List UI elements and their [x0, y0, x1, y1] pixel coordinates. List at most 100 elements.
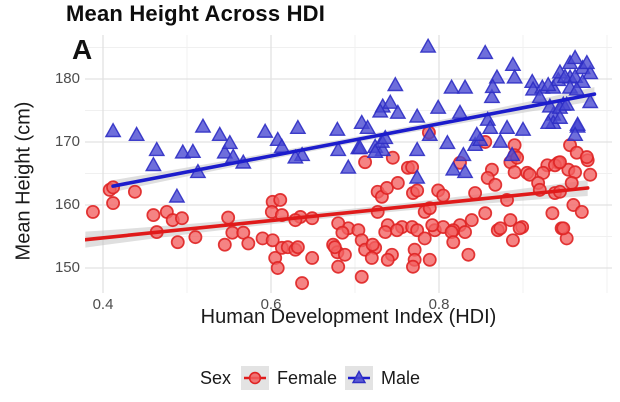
y-tick-label: 150 — [54, 259, 80, 276]
male-point — [194, 117, 212, 133]
female-point — [464, 213, 479, 228]
female-point — [461, 247, 476, 262]
male-point — [371, 102, 389, 118]
plot-panel — [85, 35, 612, 293]
male-point — [556, 68, 574, 84]
male-point — [531, 88, 549, 104]
female-point — [188, 230, 203, 245]
x-tick-label: 0.4 — [92, 296, 114, 313]
male-point — [386, 76, 404, 92]
male-point — [451, 103, 469, 119]
male-point — [539, 114, 557, 129]
male-point — [569, 115, 586, 131]
female-point — [579, 150, 594, 165]
female-point — [354, 269, 369, 284]
regression-line-female — [85, 186, 590, 242]
male-point — [444, 160, 462, 176]
male-point — [578, 54, 596, 70]
male-point — [366, 143, 384, 158]
female-point — [446, 235, 461, 250]
female-point — [505, 233, 520, 248]
male-point — [468, 126, 486, 141]
female-point — [406, 259, 420, 274]
male-point — [566, 126, 584, 141]
male-point — [359, 119, 376, 135]
male-point — [498, 119, 516, 135]
female-point — [410, 183, 425, 198]
male-point — [476, 44, 494, 60]
female-circle-icon — [243, 371, 266, 385]
female-point — [241, 236, 256, 251]
male-point — [539, 76, 557, 92]
female-point — [564, 175, 579, 190]
female-point — [273, 193, 288, 207]
female-point — [488, 177, 503, 192]
female-point — [493, 221, 508, 236]
male-point — [483, 88, 501, 104]
male-point — [439, 134, 456, 150]
male-point — [558, 95, 576, 111]
female-point — [337, 247, 352, 262]
male-point — [256, 122, 274, 138]
female-point — [522, 167, 537, 182]
male-point — [339, 158, 357, 174]
scatter-plot — [85, 35, 612, 293]
regression-line-male — [111, 92, 597, 188]
female-point — [305, 250, 320, 265]
male-point — [329, 141, 347, 157]
x-tick-label: 0.8 — [428, 296, 450, 313]
male-point — [211, 126, 229, 141]
x-axis-title: Human Development Index (HDI) — [200, 306, 497, 328]
y-axis-title: Mean Height (cm) — [12, 101, 35, 261]
male-point — [408, 141, 426, 157]
male-point — [376, 129, 394, 145]
female-point — [170, 235, 185, 250]
male-point — [289, 119, 307, 135]
male-point — [574, 73, 592, 89]
panel-label: A — [72, 34, 93, 65]
female-point — [405, 160, 420, 175]
male-point — [506, 68, 523, 84]
female-point — [365, 237, 380, 252]
female-point — [468, 186, 483, 200]
male-point — [128, 126, 145, 141]
male-point — [514, 121, 532, 136]
female-point — [364, 250, 379, 265]
female-point — [379, 181, 394, 195]
male-point — [566, 68, 584, 84]
female-point — [290, 240, 305, 255]
chart-title: Mean Height Across HDI — [66, 1, 326, 26]
male-point — [568, 80, 586, 96]
male-point — [484, 78, 502, 94]
male-point — [454, 146, 472, 162]
female-point — [127, 184, 142, 199]
female-point — [265, 233, 280, 248]
male-point — [389, 103, 407, 119]
female-point — [512, 221, 527, 236]
male-point — [381, 93, 399, 109]
female-point — [175, 211, 189, 226]
male-point — [503, 146, 521, 162]
male-point — [541, 97, 559, 113]
x-tick-label: 0.6 — [260, 296, 282, 313]
male-point — [581, 93, 599, 109]
male-point — [216, 143, 234, 159]
female-point — [417, 231, 432, 246]
y-tick-label: 160 — [54, 196, 80, 213]
male-point — [408, 107, 426, 123]
female-point — [556, 221, 571, 236]
female-point — [390, 175, 405, 190]
legend-label-female: Female — [276, 367, 338, 388]
male-point — [421, 126, 439, 141]
male-point — [408, 168, 426, 184]
male-point — [456, 78, 474, 94]
female-point — [335, 225, 350, 240]
female-point — [507, 165, 522, 180]
male-point — [419, 37, 437, 53]
female-point — [425, 218, 440, 233]
female-point — [85, 204, 100, 219]
male-point — [456, 163, 474, 179]
male-point — [328, 121, 346, 136]
female-point — [422, 252, 437, 267]
